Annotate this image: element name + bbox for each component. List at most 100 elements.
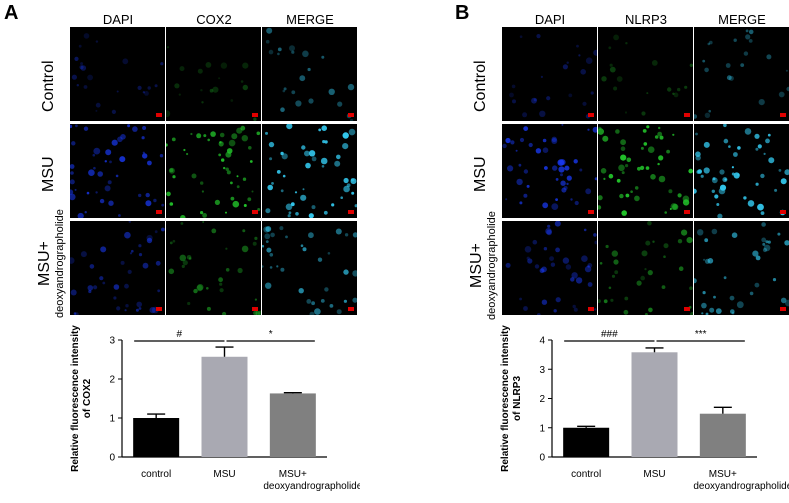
cell-nucleus xyxy=(757,144,762,149)
cell-nucleus xyxy=(352,232,357,238)
cell-nucleus xyxy=(252,241,257,246)
micrograph-tile xyxy=(694,27,789,121)
cell-nucleus xyxy=(111,139,118,146)
micrograph-tile xyxy=(502,27,597,121)
cell-nucleus xyxy=(241,135,248,142)
cell-nucleus xyxy=(640,275,645,281)
cell-nucleus xyxy=(311,301,315,306)
significance-label: *** xyxy=(695,329,707,340)
cell-nucleus xyxy=(737,146,741,150)
cell-nucleus xyxy=(772,278,777,282)
cell-nucleus xyxy=(280,151,284,156)
cell-nucleus xyxy=(686,237,693,244)
cell-nucleus xyxy=(262,265,264,268)
cell-nucleus xyxy=(109,160,112,164)
cell-nucleus xyxy=(505,262,511,268)
cell-nucleus xyxy=(594,240,597,245)
cell-nucleus xyxy=(598,128,604,135)
cell-nucleus xyxy=(226,148,233,154)
cell-nucleus xyxy=(598,205,602,210)
cell-nucleus xyxy=(728,75,734,81)
cell-nucleus xyxy=(257,310,261,315)
cell-nucleus xyxy=(267,184,273,191)
cell-nucleus xyxy=(743,51,749,56)
cell-nucleus xyxy=(546,96,551,101)
cell-nucleus xyxy=(587,282,593,287)
cell-nucleus xyxy=(611,274,616,278)
cell-nucleus xyxy=(128,221,131,223)
cell-nucleus xyxy=(247,197,252,202)
cell-nucleus xyxy=(277,52,280,56)
cell-nucleus xyxy=(343,185,350,193)
cell-nucleus xyxy=(705,312,709,315)
cell-nucleus xyxy=(731,166,734,169)
panel-b-col-dapi: DAPI xyxy=(534,12,566,27)
cell-nucleus xyxy=(298,288,304,294)
cell-nucleus xyxy=(99,276,104,281)
cell-nucleus xyxy=(761,237,767,243)
x-tick-label: control xyxy=(141,469,171,480)
cell-nucleus xyxy=(125,304,129,308)
cell-nucleus xyxy=(294,191,298,194)
cell-nucleus xyxy=(87,74,93,81)
cell-nucleus xyxy=(80,65,87,71)
cell-nucleus xyxy=(729,295,735,301)
cell-nucleus xyxy=(745,34,751,40)
cell-nucleus xyxy=(755,255,761,261)
cell-nucleus xyxy=(76,84,79,87)
panel-a-row-msu-plus-sub: deoxyandrographolide xyxy=(54,209,66,318)
cell-nucleus xyxy=(703,167,710,174)
cell-nucleus xyxy=(166,191,171,197)
cell-nucleus xyxy=(302,50,309,58)
significance-label: * xyxy=(269,329,273,340)
micrograph-tile xyxy=(262,27,357,121)
cell-nucleus xyxy=(689,286,693,290)
cell-nucleus xyxy=(80,251,87,258)
cell-nucleus xyxy=(673,92,679,98)
cell-nucleus xyxy=(587,265,590,268)
cell-nucleus xyxy=(168,268,175,275)
cell-nucleus xyxy=(557,159,565,166)
scale-bar xyxy=(156,307,162,311)
cell-nucleus xyxy=(219,282,223,286)
cell-nucleus xyxy=(253,117,257,121)
cell-nucleus xyxy=(197,68,203,74)
cell-nucleus xyxy=(550,262,556,267)
cell-nucleus xyxy=(654,135,659,139)
cell-nucleus xyxy=(145,200,152,207)
cell-nucleus xyxy=(124,231,131,239)
cell-nucleus xyxy=(615,129,620,134)
cell-nucleus xyxy=(637,166,641,171)
cell-nucleus xyxy=(291,90,296,95)
scale-bar xyxy=(780,113,786,117)
scale-bar xyxy=(588,210,594,214)
scale-bar xyxy=(348,210,354,214)
cell-nucleus xyxy=(309,311,315,315)
cell-nucleus xyxy=(616,76,623,82)
cell-nucleus xyxy=(141,136,145,140)
cell-nucleus xyxy=(70,124,73,129)
micrograph-tile xyxy=(70,27,165,121)
cell-nucleus xyxy=(555,178,559,181)
cell-nucleus xyxy=(614,270,619,275)
cell-nucleus xyxy=(694,188,697,194)
cell-nucleus xyxy=(242,177,247,181)
cell-nucleus xyxy=(625,193,630,198)
bar xyxy=(631,352,678,457)
cell-nucleus xyxy=(230,196,235,201)
cell-nucleus xyxy=(541,266,547,273)
cell-nucleus xyxy=(634,186,639,190)
cell-nucleus xyxy=(669,208,672,210)
cell-nucleus xyxy=(697,229,704,236)
y-tick-label: 4 xyxy=(539,336,545,347)
cell-nucleus xyxy=(280,267,285,272)
cell-nucleus xyxy=(620,154,627,161)
scale-bar xyxy=(348,307,354,311)
cell-nucleus xyxy=(545,228,552,235)
cell-nucleus xyxy=(306,299,312,304)
scale-bar xyxy=(156,210,162,214)
cell-nucleus xyxy=(598,195,603,201)
cell-nucleus xyxy=(689,311,693,315)
cell-nucleus xyxy=(585,57,593,64)
panel-a-row-msu-label: MSU xyxy=(40,156,57,192)
